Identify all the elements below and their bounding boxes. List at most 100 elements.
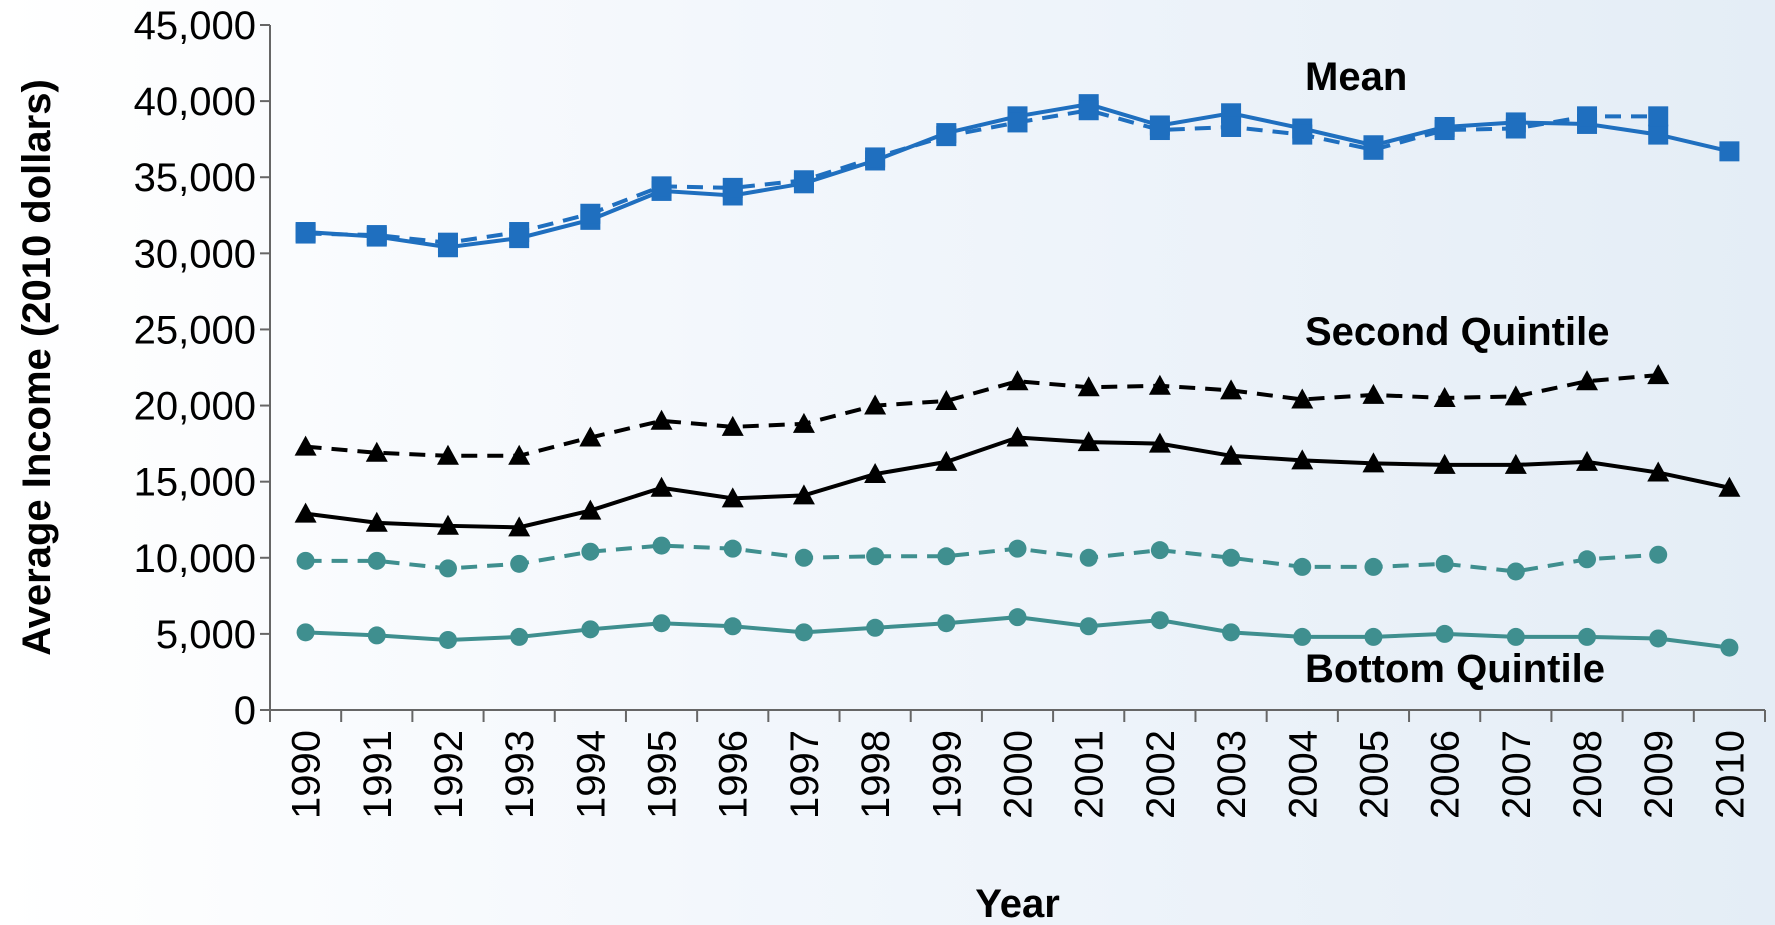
data-point [1148,374,1171,395]
y-tick-label: 40,000 [134,80,256,124]
data-point [1647,364,1670,385]
data-point [1648,106,1669,127]
data-point [1078,100,1099,121]
data-point [579,426,602,447]
y-tick-label: 0 [234,689,256,733]
x-tick-label: 1997 [783,730,827,819]
x-tick-label: 2006 [1424,730,1468,819]
y-axis: 0 5,000 10,000 15,000 20,000 25,000 30,000 35,0… [134,4,271,733]
x-tick-label: 1999 [925,730,969,819]
data-point [935,389,958,410]
data-point [1006,426,1029,447]
data-point [1008,539,1027,558]
data-point [1077,376,1100,397]
data-point [1364,627,1383,646]
data-point [1576,450,1599,471]
y-tick-label: 20,000 [134,385,256,429]
data-point [580,203,601,224]
data-point [1006,370,1029,391]
data-point [650,409,673,430]
data-point [864,463,887,484]
data-point [792,412,815,433]
data-point [437,232,458,253]
data-point [1435,624,1454,643]
data-point [438,630,457,649]
data-point [652,614,671,633]
data-point [1719,141,1740,162]
data-point [510,627,529,646]
data-point [509,222,530,243]
x-tick-label: 2005 [1352,730,1396,819]
data-point [581,620,600,639]
x-tick-label: 1992 [427,730,471,819]
data-point [935,450,958,471]
series-second_dashed [294,364,1670,465]
x-tick-label: 1998 [854,730,898,819]
x-axis: 1990 1991 1992 1993 1994 1995 1996 1997 1998 1999… [269,709,1766,819]
data-point [294,435,317,456]
data-point [1363,139,1384,160]
data-point [367,626,386,645]
y-tick-label: 30,000 [134,232,256,276]
data-point [792,484,815,505]
data-point [937,614,956,633]
data-point [721,487,744,508]
data-point [510,554,529,573]
x-tick-label: 1996 [712,730,756,819]
y-tick-label: 25,000 [134,308,256,352]
series-line-bottom_dashed [305,543,1659,574]
data-point [1649,629,1668,648]
data-point [1364,557,1383,576]
data-point [722,177,743,198]
data-point [365,441,388,462]
data-point [367,551,386,570]
data-point [793,170,814,191]
data-point [936,126,957,147]
data-point [1649,545,1668,564]
data-point [1720,638,1739,657]
x-axis-title: Year [975,882,1060,925]
data-point [295,223,316,244]
data-point [436,444,459,465]
data-point [1578,550,1597,569]
x-tick-label: 2009 [1637,730,1681,819]
data-point [866,618,885,637]
data-point [721,415,744,436]
data-point [1578,627,1597,646]
data-point [1648,124,1669,145]
data-point [1433,386,1456,407]
x-tick-label: 2001 [1068,730,1112,819]
data-point [1718,476,1741,497]
data-point [723,539,742,558]
x-tick-label: 2000 [997,730,1041,819]
data-point [651,176,672,197]
data-point [438,559,457,578]
data-point [1293,627,1312,646]
data-point [1077,431,1100,452]
series-line-second_dashed [305,373,1659,458]
data-point [1293,557,1312,576]
x-tick-label: 2003 [1210,730,1254,819]
data-point [866,547,885,566]
data-point [1150,611,1169,630]
data-point [366,225,387,246]
x-tick-label: 1990 [285,730,329,819]
data-point [1150,541,1169,560]
data-point [794,623,813,642]
data-point [1505,118,1526,139]
data-point [436,514,459,535]
x-tick-label: 2010 [1708,730,1752,819]
x-tick-label: 2002 [1139,730,1183,819]
data-point [723,617,742,636]
series-line-mean_dashed [305,108,1659,245]
data-point [1222,548,1241,567]
data-point [1506,627,1525,646]
data-point [1220,379,1243,400]
y-tick-label: 5,000 [156,613,256,657]
data-point [1434,120,1455,141]
y-tick-label: 35,000 [134,156,256,200]
y-tick-label: 45,000 [134,4,256,48]
data-point [652,536,671,555]
data-point [1292,124,1313,145]
